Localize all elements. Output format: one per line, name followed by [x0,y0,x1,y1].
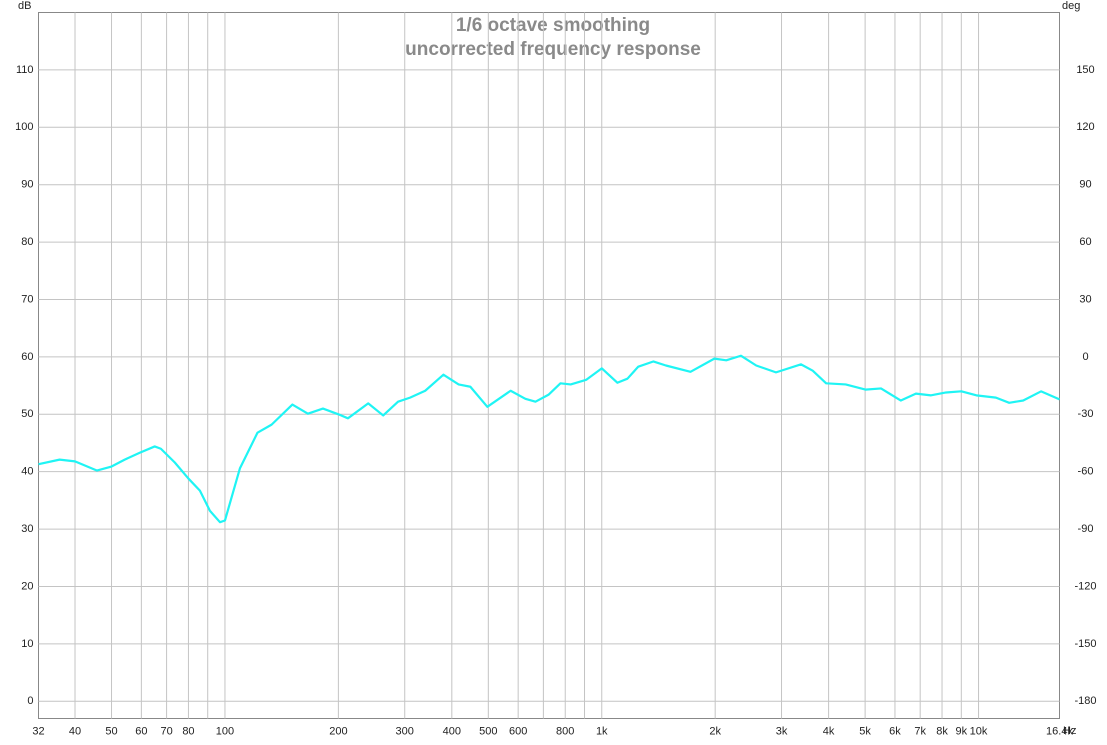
x-tick-label: 16.4k [1046,725,1073,737]
y2-tick-label: 30 [1079,293,1091,305]
x-tick-label: 800 [556,725,574,737]
x-axis-label: Hz [1063,725,1076,737]
y-tick-label: 100 [15,121,33,133]
y-tick-label: 30 [21,523,33,535]
x-tick-label: 3k [776,725,788,737]
chart-title: 1/6 octave smoothing [456,15,650,36]
y2-tick-label: -120 [1074,580,1096,592]
y-tick-label: 70 [21,293,33,305]
y-tick-label: 80 [21,236,33,248]
y2-tick-label: 90 [1079,179,1091,191]
x-tick-label: 32 [32,725,44,737]
y-tick-label: 0 [27,695,33,707]
x-tick-label: 500 [479,725,497,737]
x-tick-label: 70 [160,725,172,737]
x-tick-label: 60 [135,725,147,737]
x-tick-label: 50 [105,725,117,737]
x-tick-label: 9k [955,725,967,737]
x-tick-label: 4k [823,725,835,737]
y-tick-label: 40 [21,466,33,478]
x-tick-label: 40 [69,725,81,737]
x-tick-label: 200 [329,725,347,737]
chart-subtitle: uncorrected frequency response [405,39,701,60]
y2-tick-label: 120 [1076,121,1094,133]
y2-tick-label: -150 [1074,638,1096,650]
x-tick-label: 5k [859,725,871,737]
y-tick-label: 50 [21,408,33,420]
x-tick-label: 6k [889,725,901,737]
y2-tick-label: 150 [1076,64,1094,76]
x-tick-label: 100 [216,725,234,737]
y-tick-label: 110 [16,64,34,76]
y2-tick-label: -30 [1078,408,1094,420]
y2-tick-label: -90 [1078,523,1094,535]
y2-tick-label: 60 [1079,236,1091,248]
plot-area [38,12,1060,719]
y-tick-label: 20 [21,580,33,592]
y-axis-label: dB [18,0,31,12]
x-tick-label: 300 [396,725,414,737]
x-tick-label: 7k [914,725,926,737]
y2-tick-label: -180 [1074,695,1096,707]
x-tick-label: 600 [509,725,527,737]
y-tick-label: 60 [21,351,33,363]
x-tick-label: 8k [936,725,948,737]
x-tick-label: 2k [709,725,721,737]
y2-axis-label: deg [1062,0,1080,12]
response-line [38,354,1060,524]
y-tick-label: 10 [21,638,33,650]
x-tick-label: 1k [596,725,608,737]
y2-tick-label: 0 [1082,351,1088,363]
y2-tick-label: -60 [1078,466,1094,478]
x-tick-label: 400 [443,725,461,737]
x-tick-label: 10k [970,725,988,737]
x-tick-label: 80 [182,725,194,737]
y-tick-label: 90 [21,179,33,191]
